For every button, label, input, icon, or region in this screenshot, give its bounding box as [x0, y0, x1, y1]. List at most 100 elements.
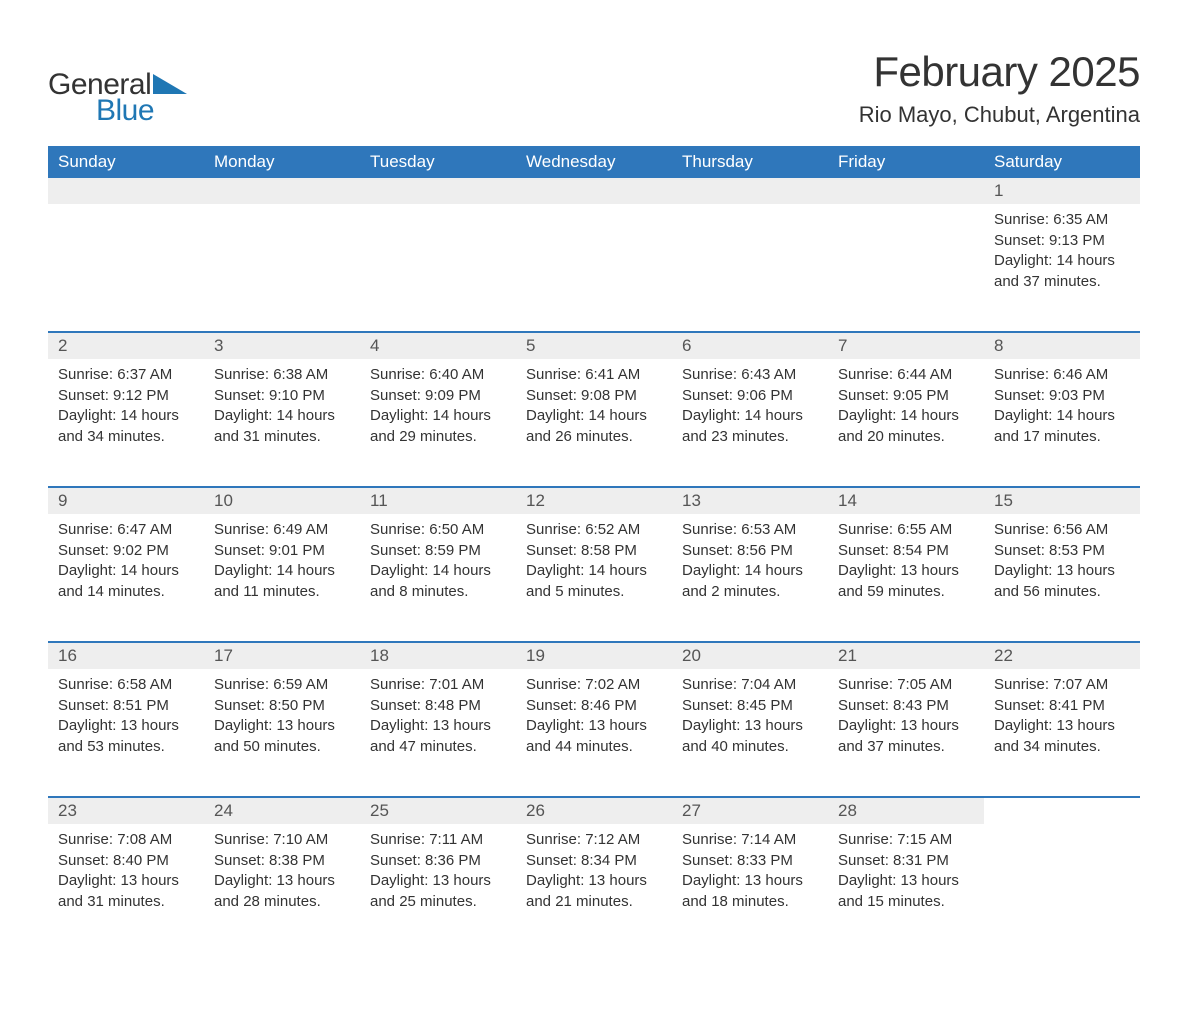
sunset-text: Sunset: 8:34 PM [526, 851, 662, 872]
daylight-text: Daylight: 13 hours and 50 minutes. [214, 716, 350, 757]
daylight-text: Daylight: 13 hours and 40 minutes. [682, 716, 818, 757]
sunrise-text: Sunrise: 6:47 AM [58, 520, 194, 541]
weekday-header: Saturday [984, 146, 1140, 178]
day-number: 2 [48, 333, 204, 359]
daylight-text: Daylight: 13 hours and 47 minutes. [370, 716, 506, 757]
day-number: 26 [516, 798, 672, 824]
day-cell: Sunrise: 7:14 AMSunset: 8:33 PMDaylight:… [672, 824, 828, 952]
title-block: February 2025 Rio Mayo, Chubut, Argentin… [859, 48, 1140, 128]
daylight-text: Daylight: 14 hours and 8 minutes. [370, 561, 506, 602]
sunrise-text: Sunrise: 6:50 AM [370, 520, 506, 541]
day-number: 9 [48, 488, 204, 514]
day-cell: Sunrise: 6:49 AMSunset: 9:01 PMDaylight:… [204, 514, 360, 642]
day-number: 12 [516, 488, 672, 514]
day-number: 19 [516, 643, 672, 669]
sunset-text: Sunset: 9:08 PM [526, 386, 662, 407]
daylight-text: Daylight: 14 hours and 17 minutes. [994, 406, 1130, 447]
day-number: 5 [516, 333, 672, 359]
sunrise-text: Sunrise: 7:14 AM [682, 830, 818, 851]
day-cell [48, 204, 204, 332]
day-cell: Sunrise: 7:15 AMSunset: 8:31 PMDaylight:… [828, 824, 984, 952]
sunset-text: Sunset: 9:01 PM [214, 541, 350, 562]
daylight-text: Daylight: 13 hours and 18 minutes. [682, 871, 818, 912]
sunrise-text: Sunrise: 6:59 AM [214, 675, 350, 696]
daylight-text: Daylight: 13 hours and 56 minutes. [994, 561, 1130, 602]
day-number: 3 [204, 333, 360, 359]
sunset-text: Sunset: 8:40 PM [58, 851, 194, 872]
day-number [828, 178, 984, 204]
daylight-text: Daylight: 13 hours and 25 minutes. [370, 871, 506, 912]
day-cell: Sunrise: 6:46 AMSunset: 9:03 PMDaylight:… [984, 359, 1140, 487]
daylight-text: Daylight: 13 hours and 59 minutes. [838, 561, 974, 602]
sunset-text: Sunset: 8:54 PM [838, 541, 974, 562]
day-cell: Sunrise: 6:41 AMSunset: 9:08 PMDaylight:… [516, 359, 672, 487]
sunset-text: Sunset: 8:33 PM [682, 851, 818, 872]
daylight-text: Daylight: 14 hours and 23 minutes. [682, 406, 818, 447]
brand-text-2: Blue [96, 94, 154, 128]
day-cell: Sunrise: 6:47 AMSunset: 9:02 PMDaylight:… [48, 514, 204, 642]
day-number: 16 [48, 643, 204, 669]
day-number: 11 [360, 488, 516, 514]
page-title: February 2025 [859, 48, 1140, 96]
day-cell: Sunrise: 6:44 AMSunset: 9:05 PMDaylight:… [828, 359, 984, 487]
day-number: 21 [828, 643, 984, 669]
sunset-text: Sunset: 8:48 PM [370, 696, 506, 717]
sunrise-text: Sunrise: 6:46 AM [994, 365, 1130, 386]
weekday-header: Friday [828, 146, 984, 178]
daynum-row: 16171819202122 [48, 643, 1140, 669]
sunset-text: Sunset: 8:50 PM [214, 696, 350, 717]
day-number: 7 [828, 333, 984, 359]
daylight-text: Daylight: 14 hours and 14 minutes. [58, 561, 194, 602]
day-number: 17 [204, 643, 360, 669]
daylight-text: Daylight: 13 hours and 37 minutes. [838, 716, 974, 757]
day-cell [828, 204, 984, 332]
daylight-text: Daylight: 14 hours and 34 minutes. [58, 406, 194, 447]
sunset-text: Sunset: 8:31 PM [838, 851, 974, 872]
day-cell: Sunrise: 7:05 AMSunset: 8:43 PMDaylight:… [828, 669, 984, 797]
daynum-row: 9101112131415 [48, 488, 1140, 514]
day-cell: Sunrise: 7:12 AMSunset: 8:34 PMDaylight:… [516, 824, 672, 952]
weekday-header: Monday [204, 146, 360, 178]
day-cell [360, 204, 516, 332]
week-row: Sunrise: 6:37 AMSunset: 9:12 PMDaylight:… [48, 359, 1140, 487]
day-cell: Sunrise: 6:40 AMSunset: 9:09 PMDaylight:… [360, 359, 516, 487]
daynum-row: 232425262728 [48, 798, 1140, 824]
daylight-text: Daylight: 14 hours and 31 minutes. [214, 406, 350, 447]
sunrise-text: Sunrise: 6:35 AM [994, 210, 1130, 231]
daylight-text: Daylight: 13 hours and 28 minutes. [214, 871, 350, 912]
sunset-text: Sunset: 9:10 PM [214, 386, 350, 407]
day-cell: Sunrise: 6:52 AMSunset: 8:58 PMDaylight:… [516, 514, 672, 642]
day-number: 8 [984, 333, 1140, 359]
day-cell: Sunrise: 7:04 AMSunset: 8:45 PMDaylight:… [672, 669, 828, 797]
day-cell: Sunrise: 7:01 AMSunset: 8:48 PMDaylight:… [360, 669, 516, 797]
weekday-header: Tuesday [360, 146, 516, 178]
day-cell: Sunrise: 6:58 AMSunset: 8:51 PMDaylight:… [48, 669, 204, 797]
weekday-header: Thursday [672, 146, 828, 178]
sunset-text: Sunset: 8:59 PM [370, 541, 506, 562]
sunrise-text: Sunrise: 7:10 AM [214, 830, 350, 851]
sunset-text: Sunset: 8:45 PM [682, 696, 818, 717]
daylight-text: Daylight: 13 hours and 53 minutes. [58, 716, 194, 757]
daylight-text: Daylight: 14 hours and 26 minutes. [526, 406, 662, 447]
sunset-text: Sunset: 9:09 PM [370, 386, 506, 407]
day-number: 23 [48, 798, 204, 824]
day-number: 20 [672, 643, 828, 669]
sunrise-text: Sunrise: 6:56 AM [994, 520, 1130, 541]
day-number: 13 [672, 488, 828, 514]
daylight-text: Daylight: 14 hours and 11 minutes. [214, 561, 350, 602]
day-cell: Sunrise: 6:35 AMSunset: 9:13 PMDaylight:… [984, 204, 1140, 332]
sunrise-text: Sunrise: 6:37 AM [58, 365, 194, 386]
week-row: Sunrise: 6:35 AMSunset: 9:13 PMDaylight:… [48, 204, 1140, 332]
sunset-text: Sunset: 8:53 PM [994, 541, 1130, 562]
sunrise-text: Sunrise: 6:55 AM [838, 520, 974, 541]
sunrise-text: Sunrise: 6:41 AM [526, 365, 662, 386]
daylight-text: Daylight: 13 hours and 21 minutes. [526, 871, 662, 912]
day-cell: Sunrise: 6:53 AMSunset: 8:56 PMDaylight:… [672, 514, 828, 642]
day-cell: Sunrise: 7:11 AMSunset: 8:36 PMDaylight:… [360, 824, 516, 952]
daylight-text: Daylight: 14 hours and 5 minutes. [526, 561, 662, 602]
sunrise-text: Sunrise: 7:02 AM [526, 675, 662, 696]
day-cell: Sunrise: 6:55 AMSunset: 8:54 PMDaylight:… [828, 514, 984, 642]
sunset-text: Sunset: 9:06 PM [682, 386, 818, 407]
day-number: 25 [360, 798, 516, 824]
day-cell: Sunrise: 7:08 AMSunset: 8:40 PMDaylight:… [48, 824, 204, 952]
